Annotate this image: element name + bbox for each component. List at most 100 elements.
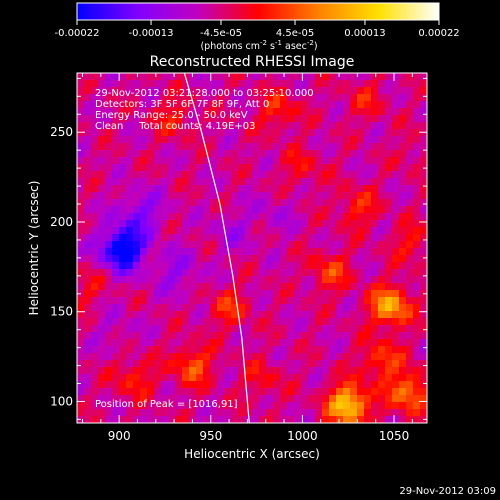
heatmap-cell (308, 374, 316, 382)
heatmap-cell (210, 234, 218, 242)
heatmap-cell (224, 269, 232, 277)
heatmap-cell (287, 192, 295, 200)
heatmap-cell (371, 94, 379, 102)
heatmap-cell (350, 136, 358, 144)
heatmap-cell (126, 262, 134, 270)
heatmap-cell (182, 80, 190, 88)
heatmap-cell (154, 318, 162, 326)
heatmap-cell (238, 360, 246, 368)
heatmap-cell (189, 129, 197, 137)
heatmap-cell (420, 192, 427, 200)
heatmap-cell (182, 150, 190, 158)
heatmap-cell (315, 206, 323, 214)
heatmap-cell (140, 192, 148, 200)
heatmap-cell (238, 311, 246, 319)
heatmap-cell (392, 171, 400, 179)
heatmap-cell (140, 178, 148, 186)
heatmap-cell (385, 325, 393, 333)
heatmap-cell (357, 318, 365, 326)
heatmap-cell (406, 346, 414, 354)
heatmap-cell (322, 234, 330, 242)
heatmap-cell (315, 276, 323, 284)
heatmap-cell (266, 199, 274, 207)
heatmap-cell (315, 388, 323, 396)
heatmap-cell (266, 94, 274, 102)
heatmap-cell (322, 395, 330, 403)
heatmap-cell (77, 122, 85, 130)
heatmap-cell (238, 192, 246, 200)
heatmap-cell (266, 297, 274, 305)
heatmap-cell (154, 304, 162, 312)
heatmap-cell (196, 395, 204, 403)
heatmap-cell (413, 227, 421, 235)
heatmap-cell (406, 101, 414, 109)
heatmap-cell (238, 290, 246, 298)
heatmap-cell (322, 416, 330, 423)
heatmap-cell (98, 122, 106, 130)
heatmap-cell (266, 164, 274, 172)
heatmap-cell (231, 241, 239, 249)
heatmap-cell (308, 234, 316, 242)
heatmap-cell (98, 283, 106, 291)
heatmap-cell (147, 388, 155, 396)
heatmap-cell (336, 206, 344, 214)
heatmap-cell (203, 325, 211, 333)
heatmap-cell (112, 108, 120, 116)
heatmap-cell (161, 206, 169, 214)
heatmap-cell (245, 178, 253, 186)
heatmap-cell (371, 234, 379, 242)
heatmap-cell (231, 395, 239, 403)
heatmap-cell (140, 171, 148, 179)
heatmap-cell (392, 402, 400, 410)
heatmap-cell (350, 290, 358, 298)
heatmap-cell (378, 311, 386, 319)
heatmap-cell (119, 381, 127, 389)
heatmap-cell (175, 395, 183, 403)
heatmap-cell (231, 353, 239, 361)
heatmap-cell (252, 87, 260, 95)
heatmap-cell (343, 164, 351, 172)
heatmap-cell (343, 332, 351, 340)
colorbar-tick-label: -0.00013 (129, 28, 174, 39)
heatmap-cell (98, 157, 106, 165)
heatmap-cell (329, 367, 337, 375)
heatmap-cell (210, 318, 218, 326)
heatmap-cell (406, 164, 414, 172)
heatmap-cell (217, 157, 225, 165)
heatmap-cell (133, 164, 141, 172)
heatmap-cell (210, 143, 218, 151)
heatmap-cell (350, 346, 358, 354)
heatmap-cell (371, 73, 379, 81)
heatmap-cell (112, 402, 120, 410)
heatmap-cell (294, 353, 302, 361)
heatmap-cell (343, 87, 351, 95)
heatmap-cell (266, 269, 274, 277)
heatmap-cell (147, 360, 155, 368)
heatmap-cell (245, 94, 253, 102)
heatmap-cell (343, 73, 351, 81)
heatmap-cell (224, 150, 232, 158)
heatmap-cell (266, 395, 274, 403)
heatmap-cell (161, 234, 169, 242)
heatmap-cell (84, 255, 92, 263)
heatmap-cell (217, 213, 225, 221)
heatmap-cell (280, 241, 288, 249)
heatmap-cell (294, 374, 302, 382)
heatmap-cell (385, 241, 393, 249)
heatmap-cell (413, 332, 421, 340)
heatmap-cell (196, 304, 204, 312)
heatmap-cell (91, 318, 99, 326)
heatmap-cell (112, 150, 120, 158)
heatmap-cell (147, 234, 155, 242)
heatmap-cell (315, 143, 323, 151)
heatmap-cell (84, 129, 92, 137)
heatmap-cell (350, 353, 358, 361)
heatmap-cell (119, 388, 127, 396)
heatmap-cell (301, 143, 309, 151)
heatmap-cell (98, 381, 106, 389)
heatmap-cell (126, 255, 134, 263)
heatmap-cell (245, 297, 253, 305)
heatmap-cell (245, 346, 253, 354)
heatmap-cell (112, 94, 120, 102)
heatmap-cell (399, 269, 407, 277)
